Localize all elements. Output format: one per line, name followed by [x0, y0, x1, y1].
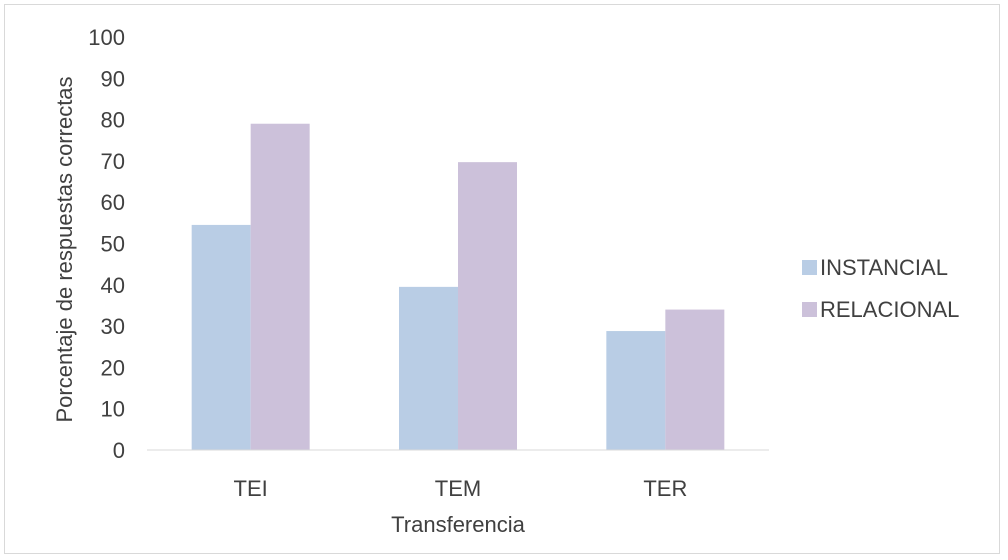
x-axis-title: Transferencia [391, 512, 525, 537]
bar-instancial-tem [399, 286, 458, 450]
y-tick-label: 30 [101, 314, 125, 339]
chart-frame: 0 10 20 30 40 50 60 70 80 90 100 TEI TEM TER Transfe… [4, 4, 1000, 554]
legend-swatch-relacional [802, 302, 817, 317]
y-tick-label: 20 [101, 355, 125, 380]
y-tick-label: 90 [101, 66, 125, 91]
legend-label-relacional: RELACIONAL [820, 297, 959, 322]
bars-group [191, 123, 725, 451]
bar-relacional-tei [250, 123, 310, 450]
bar-relacional-ter [665, 309, 725, 450]
y-tick-label: 40 [101, 273, 125, 298]
legend-swatch-instancial [802, 260, 817, 275]
bar-instancial-ter [606, 331, 666, 450]
y-tick-label: 10 [101, 397, 125, 422]
x-tick-label: TER [643, 476, 687, 501]
x-axis-ticks: TEI TEM TER [234, 476, 688, 501]
y-tick-label: 0 [113, 438, 125, 463]
x-tick-label: TEI [234, 476, 268, 501]
legend-label-instancial: INSTANCIAL [820, 255, 948, 280]
y-tick-label: 70 [101, 149, 125, 174]
y-tick-label: 60 [101, 190, 125, 215]
bar-relacional-tem [458, 162, 517, 451]
x-tick-label: TEM [435, 476, 481, 501]
bar-instancial-tei [191, 224, 251, 450]
chart-svg: 0 10 20 30 40 50 60 70 80 90 100 TEI TEM TER Transfe… [52, 25, 959, 537]
y-axis-title: Porcentaje de respuestas correctas [52, 76, 77, 422]
y-tick-label: 100 [88, 25, 125, 50]
y-tick-label: 50 [101, 232, 125, 257]
legend: INSTANCIAL RELACIONAL [802, 255, 959, 322]
y-tick-label: 80 [101, 108, 125, 133]
y-axis-ticks: 0 10 20 30 40 50 60 70 80 90 100 [88, 25, 125, 463]
